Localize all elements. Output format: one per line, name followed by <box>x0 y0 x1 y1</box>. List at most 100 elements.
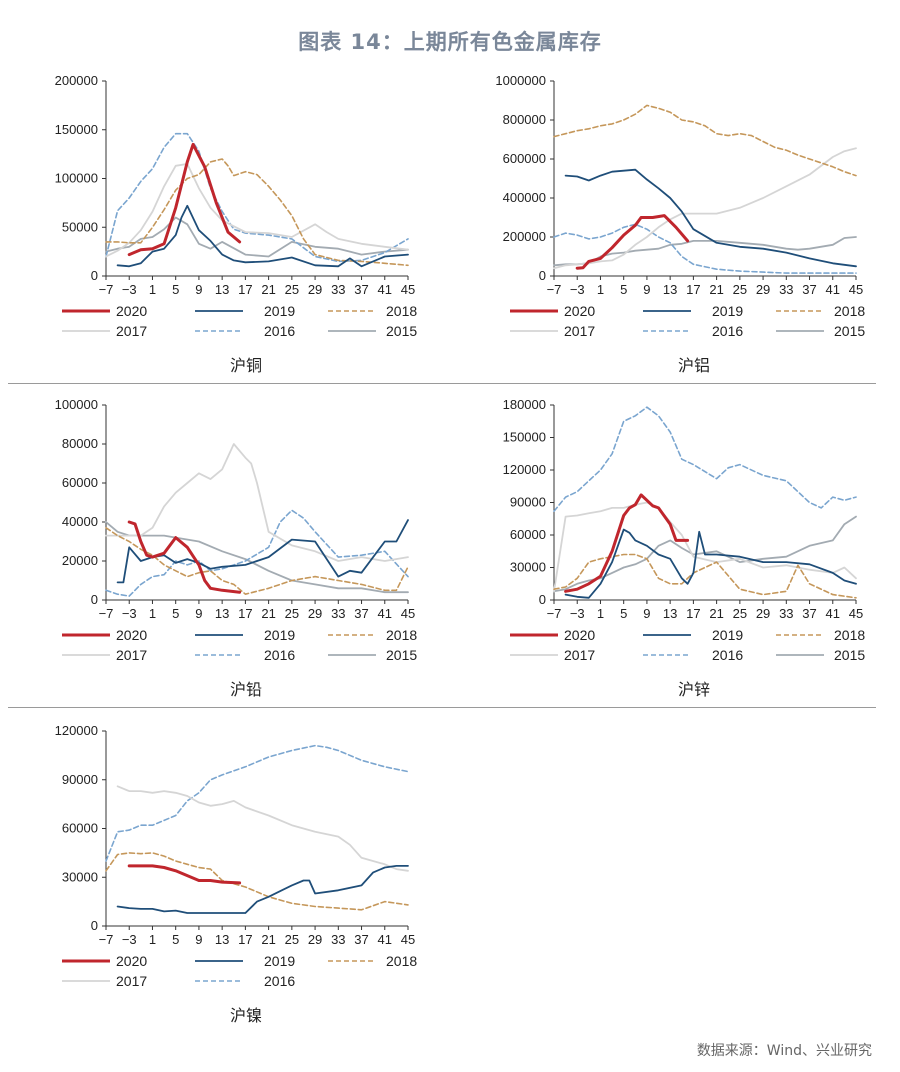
series-line-2019 <box>564 528 857 599</box>
chart-title: 沪锌 <box>678 680 710 699</box>
y-tick-label: 120000 <box>55 723 98 738</box>
x-tick-label: 5 <box>620 606 627 621</box>
legend-label-2018: 2018 <box>834 303 865 319</box>
x-tick-label: 41 <box>826 282 840 297</box>
x-tick-label: 29 <box>756 606 770 621</box>
series-line-2018 <box>105 158 409 267</box>
y-tick-label: 100000 <box>55 397 98 412</box>
legend-label-2016: 2016 <box>712 323 743 339</box>
y-tick-label: 100000 <box>55 171 98 186</box>
x-tick-label: 25 <box>733 606 747 621</box>
legend-label-2020: 2020 <box>564 303 595 319</box>
chart-title: 沪铜 <box>230 356 262 375</box>
legend-label-2019: 2019 <box>264 303 295 319</box>
x-tick-label: −7 <box>99 932 114 947</box>
legend-label-2019: 2019 <box>712 303 743 319</box>
x-tick-label: 1 <box>149 606 156 621</box>
x-tick-label: 33 <box>331 606 345 621</box>
series-line-2020 <box>127 864 242 885</box>
x-tick-label: 37 <box>802 606 816 621</box>
legend-label-2020: 2020 <box>116 627 147 643</box>
x-tick-label: 21 <box>261 606 275 621</box>
y-tick-label: 60000 <box>62 475 98 490</box>
x-tick-label: 45 <box>401 606 415 621</box>
x-tick-label: 5 <box>172 282 179 297</box>
zinc-chart-svg: 0 30000 60000 90000 120000 150000 180000 −7 −3 1 5… <box>503 397 866 699</box>
legend-label-2016: 2016 <box>264 973 295 989</box>
legend-label-2020: 2020 <box>116 303 147 319</box>
x-tick-label: 29 <box>308 606 322 621</box>
x-tick-label: 1 <box>149 932 156 947</box>
y-tick-label: 0 <box>91 268 98 283</box>
x-tick-label: 13 <box>215 932 229 947</box>
y-tick-label: 90000 <box>62 772 98 787</box>
x-tick-label: 41 <box>826 606 840 621</box>
legend-label-2020: 2020 <box>564 627 595 643</box>
chart-panel-copper: 0 50000 100000 150000 200000 −7 −3 1 5 9 13 17 21 25 2… <box>20 62 430 382</box>
y-tick-label: 30000 <box>510 560 546 575</box>
legend-label-2017: 2017 <box>116 647 147 663</box>
x-tick-label: 5 <box>620 282 627 297</box>
y-tick-label: 600000 <box>503 151 546 166</box>
x-tick-label: 37 <box>354 932 368 947</box>
x-tick-label: 41 <box>378 606 392 621</box>
y-tick-label: 0 <box>91 918 98 933</box>
source-note: 数据来源：Wind、兴业研究 <box>696 1043 872 1059</box>
y-tick-label: 50000 <box>62 219 98 234</box>
x-tick-label: 5 <box>172 932 179 947</box>
series-line-2016 <box>105 509 409 597</box>
x-tick-label: 25 <box>733 282 747 297</box>
series-line-2018 <box>553 104 857 177</box>
legend-label-2016: 2016 <box>264 323 295 339</box>
series-line-2015 <box>105 216 409 258</box>
x-tick-label: 21 <box>709 606 723 621</box>
legend-label-2016: 2016 <box>264 647 295 663</box>
x-tick-label: −3 <box>570 282 585 297</box>
y-tick-label: 200000 <box>55 73 98 88</box>
x-tick-label: 9 <box>195 932 202 947</box>
series-line-2017 <box>553 147 857 270</box>
legend-label-2019: 2019 <box>712 627 743 643</box>
x-tick-label: 45 <box>401 932 415 947</box>
series-line-2019 <box>116 519 409 584</box>
x-tick-label: 21 <box>261 932 275 947</box>
legend-label-2017: 2017 <box>564 647 595 663</box>
y-tick-label: 60000 <box>62 821 98 836</box>
series-line-2020 <box>127 520 242 594</box>
y-tick-label: 120000 <box>503 462 546 477</box>
x-tick-label: 1 <box>149 282 156 297</box>
y-tick-label: 800000 <box>503 112 546 127</box>
x-tick-label: −7 <box>547 606 562 621</box>
nickel-chart-svg: 0 30000 60000 90000 120000 −7 −3 1 5 9 13 17 21 25 29 3… <box>55 723 418 1025</box>
y-tick-label: 20000 <box>62 553 98 568</box>
legend-label-2020: 2020 <box>116 953 147 969</box>
legend-label-2018: 2018 <box>386 303 417 319</box>
row-divider-2 <box>8 707 876 708</box>
x-tick-label: −3 <box>122 606 137 621</box>
legend-label-2017: 2017 <box>116 323 147 339</box>
row-divider-1 <box>8 383 876 384</box>
legend-label-2015: 2015 <box>386 323 417 339</box>
x-tick-label: −3 <box>122 282 137 297</box>
legend-label-2017: 2017 <box>564 323 595 339</box>
series-line-2016 <box>553 406 857 512</box>
x-tick-label: 21 <box>709 282 723 297</box>
x-tick-label: 33 <box>779 606 793 621</box>
x-tick-label: 17 <box>686 606 700 621</box>
chart-panel-aluminum: 0 200000 400000 600000 800000 1000000 −7 −3 1 5 9 1… <box>468 62 878 382</box>
x-tick-label: 41 <box>378 282 392 297</box>
legend-label-2015: 2015 <box>834 323 865 339</box>
x-tick-label: 17 <box>238 606 252 621</box>
chart-title: 沪铝 <box>678 356 710 375</box>
chart-title: 沪镍 <box>230 1006 262 1025</box>
legend-label-2016: 2016 <box>712 647 743 663</box>
x-tick-label: 33 <box>331 282 345 297</box>
y-tick-label: 0 <box>539 592 546 607</box>
x-tick-label: 45 <box>401 282 415 297</box>
series-line-2020 <box>127 142 242 257</box>
chart-panel-lead: 0 20000 40000 60000 80000 100000 −7 −3 1 5 9 13 17 21… <box>20 386 430 706</box>
y-tick-label: 90000 <box>510 495 546 510</box>
series-line-2019 <box>116 204 409 268</box>
y-tick-label: 150000 <box>503 430 546 445</box>
x-tick-label: −7 <box>99 282 114 297</box>
